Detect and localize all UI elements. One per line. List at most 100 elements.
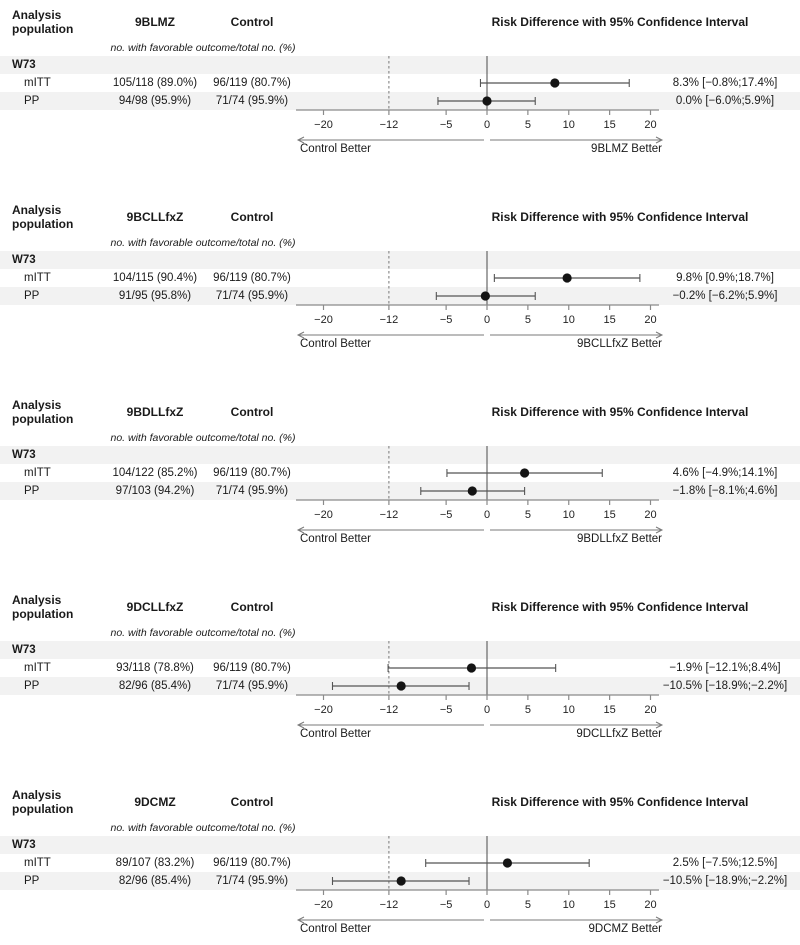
svg-text:20: 20 [644,704,656,716]
row-label-pp: PP [24,680,40,692]
control-value-pp: 71/74 (95.9%) [215,485,289,497]
svg-text:−12: −12 [380,704,399,716]
group-label: W73 [12,254,36,266]
svg-text:20: 20 [644,314,656,326]
svg-text:15: 15 [604,314,616,326]
treatment-value-mitt: 104/122 (85.2%) [112,467,198,479]
row-label-mitt: mITT [24,467,51,479]
control-column-header: Control [230,795,274,809]
forest-panel: Analysis population 9BCLLfxZ Control Ris… [0,197,800,357]
group-row-band [0,56,800,74]
svg-text:−5: −5 [440,704,453,716]
treatment-value-pp: 82/96 (85.4%) [118,875,192,887]
treatment-better-label: 9DCMZ Better [588,923,663,935]
treatment-column-header: 9DCMZ [134,795,176,809]
column-subnote: no. with favorable outcome/total no. (%) [110,627,296,639]
svg-text:15: 15 [604,509,616,521]
group-label: W73 [12,449,36,461]
treatment-better-label: 9BLMZ Better [591,143,662,155]
control-better-label: Control Better [300,728,371,740]
row-label-pp: PP [24,290,40,302]
risk-difference-value-mitt: 9.8% [0.9%;18.7%] [676,272,774,284]
row-label-mitt: mITT [24,857,51,869]
svg-text:10: 10 [563,509,575,521]
control-better-label: Control Better [300,923,371,935]
group-label: W73 [12,644,36,656]
treatment-column-header: 9BCLLfxZ [126,210,184,224]
risk-difference-value-pp: 0.0% [−6.0%;5.9%] [675,95,775,107]
svg-text:10: 10 [563,899,575,911]
svg-text:−20: −20 [314,314,333,326]
svg-text:10: 10 [563,704,575,716]
risk-difference-value-pp: −1.8% [−8.1%;4.6%] [672,485,778,497]
treatment-value-pp: 91/95 (95.8%) [118,290,192,302]
svg-text:15: 15 [604,704,616,716]
control-value-mitt: 96/119 (80.7%) [213,857,291,869]
treatment-value-pp: 97/103 (94.2%) [115,485,195,497]
forest-panel: Analysis population 9DCLLfxZ Control Ris… [0,587,800,747]
treatment-better-label: 9BCLLfxZ Better [576,338,662,350]
control-value-mitt: 96/119 (80.7%) [213,662,291,674]
control-value-mitt: 96/119 (80.7%) [213,77,291,89]
column-subnote: no. with favorable outcome/total no. (%) [110,42,296,54]
svg-text:−5: −5 [440,119,453,131]
treatment-value-mitt: 93/118 (78.8%) [116,662,194,674]
group-row-band [0,251,800,269]
svg-text:−20: −20 [314,899,333,911]
svg-text:−20: −20 [314,509,333,521]
row-label-mitt: mITT [24,77,51,89]
risk-difference-value-pp: −10.5% [−18.9%;−2.2%] [662,875,788,887]
svg-text:0: 0 [484,509,490,521]
svg-text:−20: −20 [314,119,333,131]
svg-text:0: 0 [484,119,490,131]
group-label: W73 [12,59,36,71]
treatment-value-pp: 94/98 (95.9%) [118,95,192,107]
svg-text:5: 5 [525,509,531,521]
analysis-population-header: Analysis population [12,398,74,426]
control-value-pp: 71/74 (95.9%) [215,290,289,302]
treatment-value-mitt: 89/107 (83.2%) [115,857,195,869]
svg-text:15: 15 [604,119,616,131]
row-label-mitt: mITT [24,662,51,674]
svg-text:−12: −12 [380,899,399,911]
risk-difference-value-mitt: −1.9% [−12.1%;8.4%] [669,662,781,674]
group-row-band [0,836,800,854]
group-row-band [0,446,800,464]
pp-row-band [0,92,800,110]
svg-text:15: 15 [604,899,616,911]
treatment-better-label: 9BDLLfxZ Better [576,533,662,545]
group-row-band [0,641,800,659]
svg-text:5: 5 [525,899,531,911]
pp-row-band [0,287,800,305]
control-column-header: Control [230,600,274,614]
control-column-header: Control [230,210,274,224]
analysis-population-header: Analysis population [12,788,74,816]
control-better-label: Control Better [300,533,371,545]
control-column-header: Control [230,405,274,419]
plot-title: Risk Difference with 95% Confidence Inte… [491,600,749,614]
svg-text:−12: −12 [380,314,399,326]
svg-text:20: 20 [644,899,656,911]
svg-text:0: 0 [484,704,490,716]
group-label: W73 [12,839,36,851]
forest-panel: Analysis population 9DCMZ Control Risk D… [0,782,800,942]
control-better-label: Control Better [300,143,371,155]
risk-difference-value-pp: −10.5% [−18.9%;−2.2%] [662,680,788,692]
control-value-pp: 71/74 (95.9%) [215,680,289,692]
svg-text:10: 10 [563,119,575,131]
control-value-pp: 71/74 (95.9%) [215,95,289,107]
control-value-pp: 71/74 (95.9%) [215,875,289,887]
plot-title: Risk Difference with 95% Confidence Inte… [491,795,749,809]
treatment-column-header: 9BDLLfxZ [126,405,184,419]
forest-panel: Analysis population 9BLMZ Control Risk D… [0,2,800,162]
svg-text:−12: −12 [380,119,399,131]
svg-text:20: 20 [644,119,656,131]
control-value-mitt: 96/119 (80.7%) [213,467,291,479]
treatment-value-pp: 82/96 (85.4%) [118,680,192,692]
risk-difference-value-mitt: 4.6% [−4.9%;14.1%] [672,467,778,479]
treatment-value-mitt: 105/118 (89.0%) [112,77,198,89]
control-column-header: Control [230,15,274,29]
row-label-pp: PP [24,485,40,497]
svg-text:20: 20 [644,509,656,521]
column-subnote: no. with favorable outcome/total no. (%) [110,237,296,249]
